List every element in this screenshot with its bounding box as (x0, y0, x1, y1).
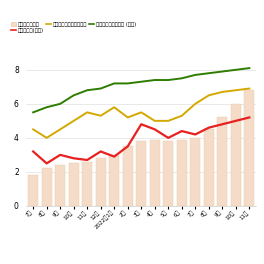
Bar (190, 138, 200, 206)
Bar (28, 175, 38, 206)
Bar (42, 168, 52, 206)
Bar (109, 155, 119, 206)
Bar (163, 141, 173, 206)
Legend: 販売中の物件数, 成約㎡単価(万円), 新規売出し物件の㎡単価, 販売中物件の㎡単価 (万円): 販売中の物件数, 成約㎡単価(万円), 新規売出し物件の㎡単価, 販売中物件の㎡… (11, 22, 136, 33)
Bar (150, 140, 160, 206)
Bar (69, 163, 79, 206)
Bar (204, 129, 214, 206)
Bar (231, 104, 241, 206)
Bar (55, 165, 65, 206)
Bar (123, 146, 133, 206)
Bar (244, 90, 254, 206)
Bar (136, 141, 146, 206)
Bar (217, 117, 227, 206)
Bar (177, 140, 187, 206)
Bar (82, 162, 92, 206)
Bar (96, 158, 106, 206)
